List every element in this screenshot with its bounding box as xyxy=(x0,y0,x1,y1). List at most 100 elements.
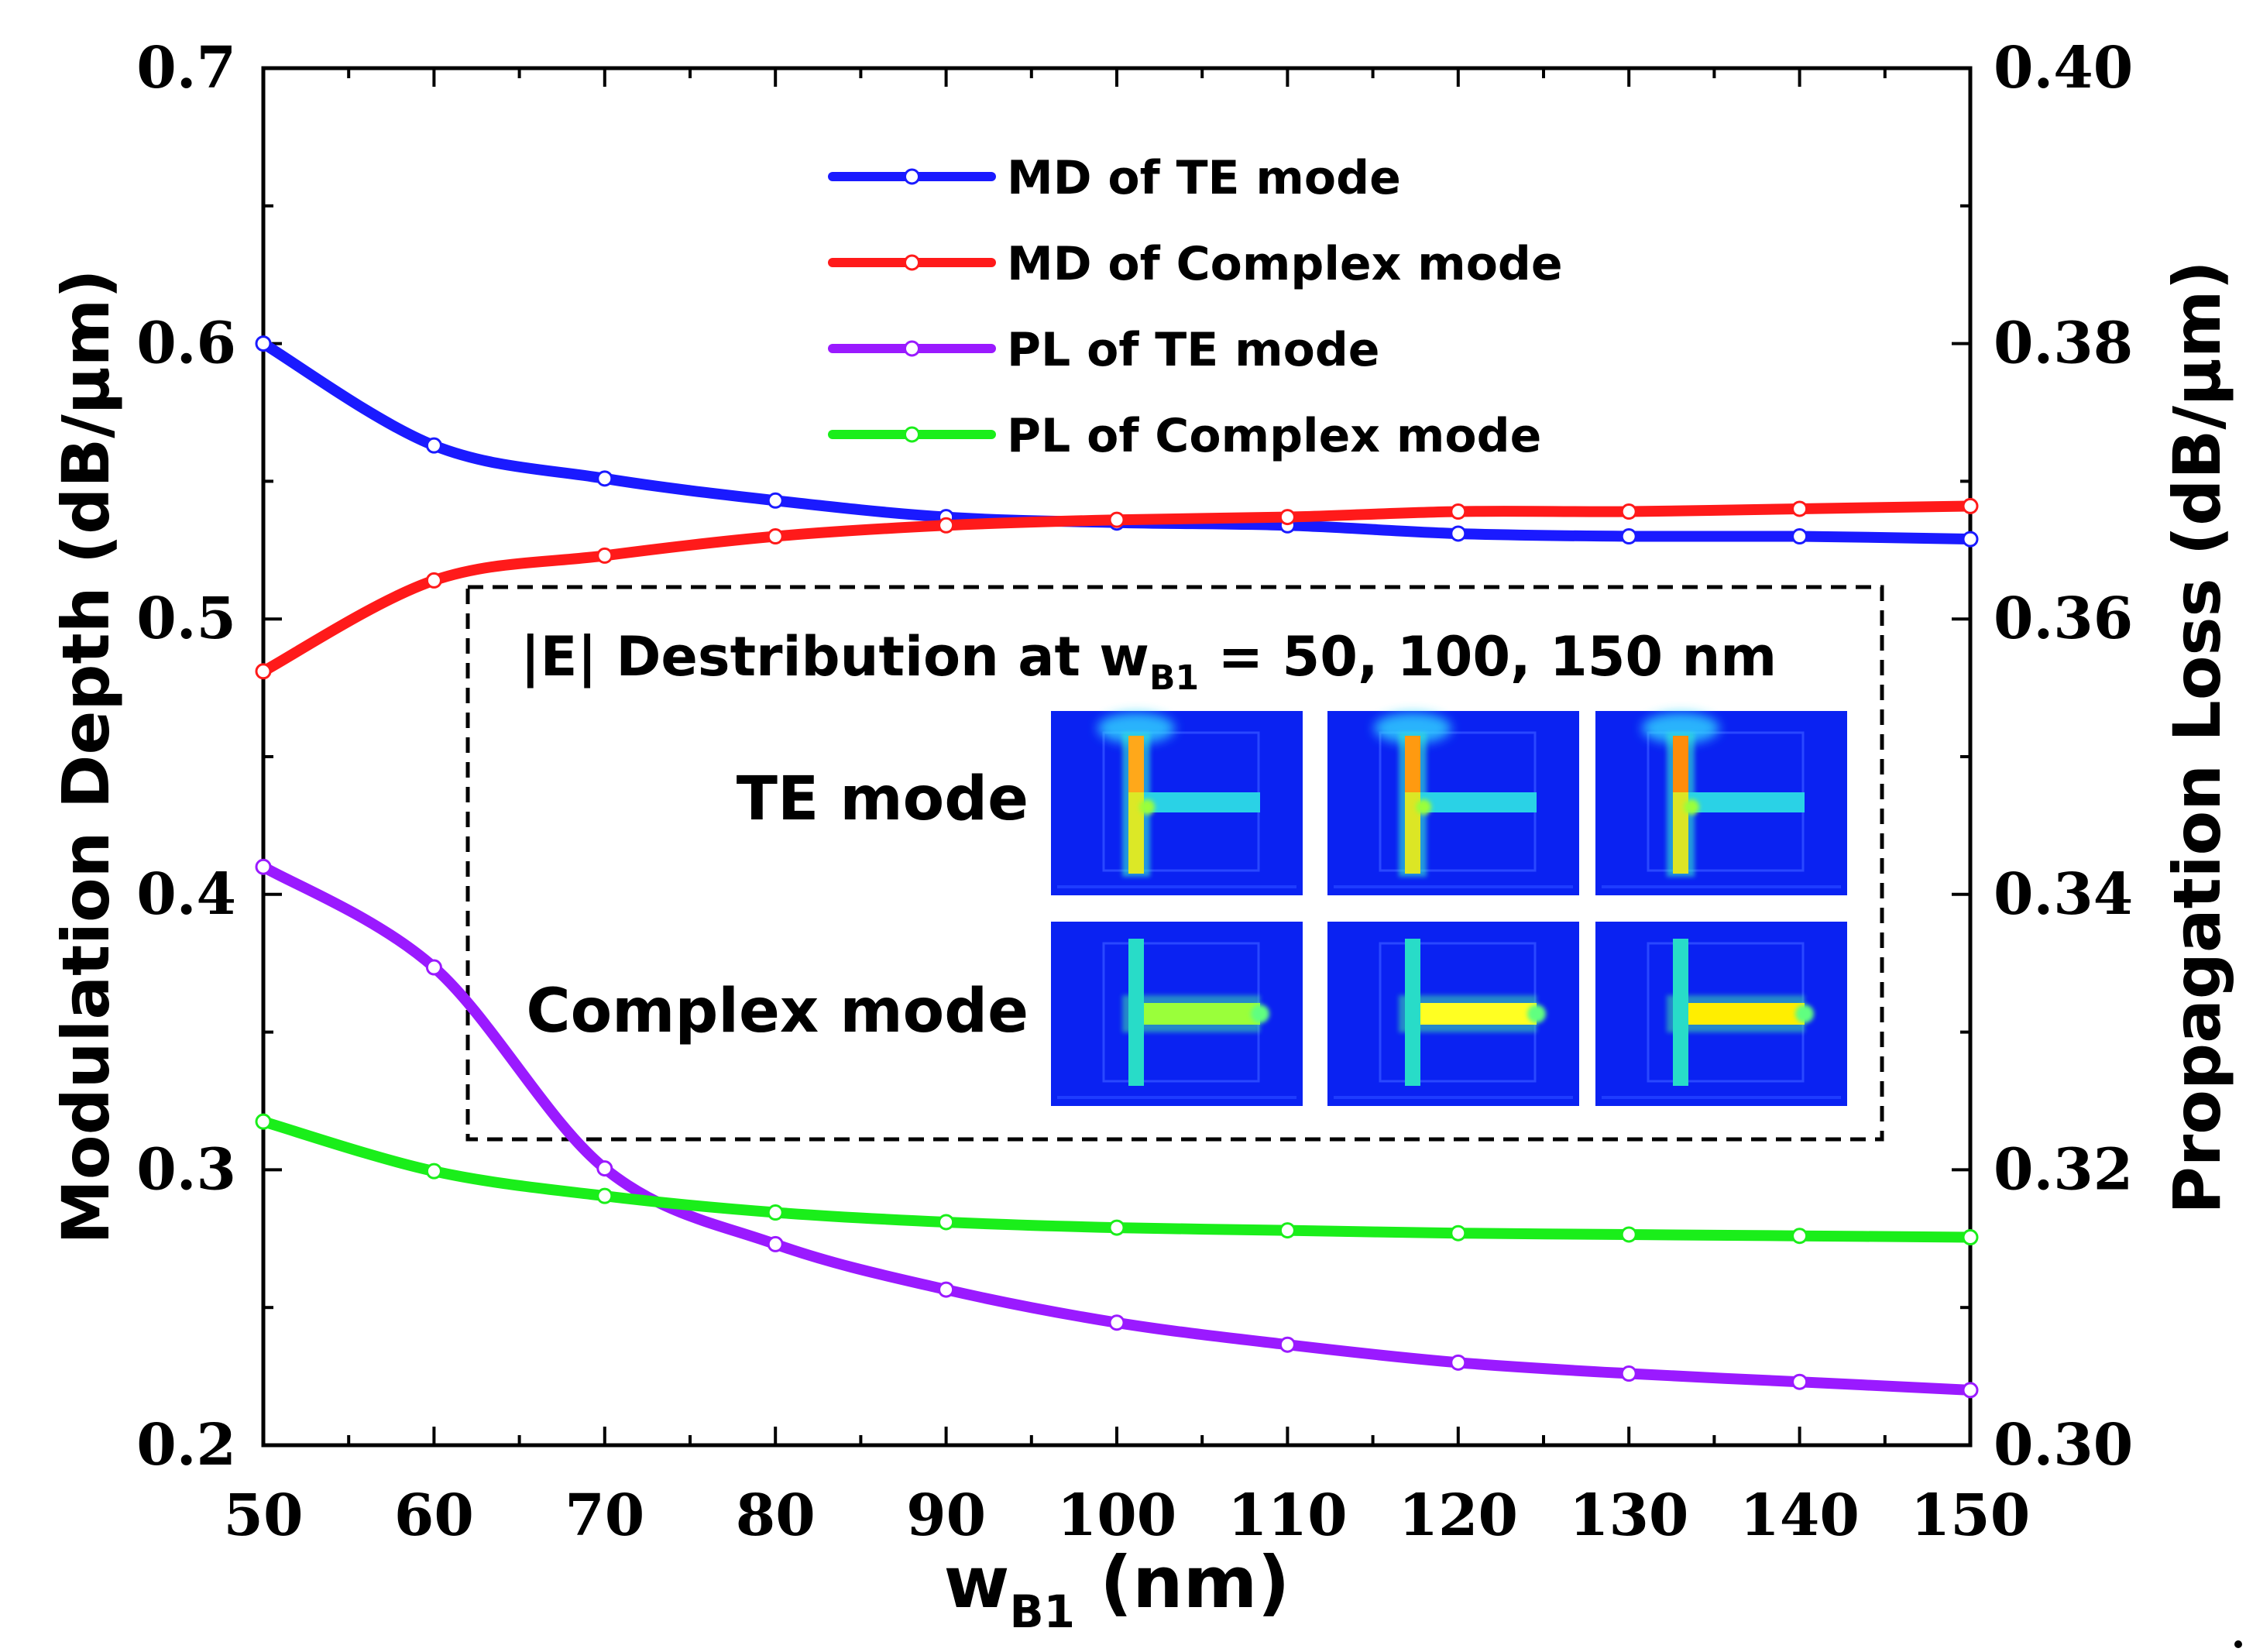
series-line xyxy=(258,861,1976,1396)
junction-hotspot xyxy=(1684,799,1699,815)
legend: MD of TE mode MD of Complex mode PL of TE … xyxy=(828,151,1563,463)
x-tick-label: 130 xyxy=(1569,1482,1688,1549)
data-point xyxy=(1962,1382,1979,1399)
vertical-arm-lower xyxy=(1128,792,1144,874)
data-point xyxy=(596,547,613,564)
data-point xyxy=(1450,525,1467,542)
data-point xyxy=(1108,511,1125,528)
legend-marker xyxy=(904,254,920,271)
x-axis-title-unit: (nm) xyxy=(1075,1541,1290,1624)
data-point xyxy=(255,1113,272,1130)
horizontal-arm xyxy=(1688,1003,1805,1025)
data-point xyxy=(596,470,613,487)
legend-item: MD of TE mode xyxy=(828,151,1401,205)
y-right-tick-label: 0.30 xyxy=(1994,1412,2133,1479)
data-point xyxy=(1962,497,1979,514)
data-point xyxy=(1450,503,1467,520)
vertical-arm xyxy=(1673,939,1688,1086)
x-tick-label: 100 xyxy=(1057,1482,1176,1549)
data-point xyxy=(425,959,442,976)
data-point xyxy=(1620,1226,1637,1243)
x-tick-label: 90 xyxy=(906,1482,986,1549)
data-point xyxy=(1962,531,1979,548)
trailing-dot xyxy=(2234,1640,2242,1648)
data-point xyxy=(425,1163,442,1180)
data-point xyxy=(1791,528,1808,545)
horizontal-arm xyxy=(1420,1003,1537,1025)
y-right-tick-label: 0.34 xyxy=(1994,861,2133,928)
arm-end-hotspot xyxy=(1527,1005,1546,1023)
junction-hotspot xyxy=(1416,799,1431,815)
junction-hotspot xyxy=(1139,799,1155,815)
te-mode-field-panel xyxy=(1327,711,1579,895)
data-point xyxy=(1620,528,1637,545)
complex-mode-field-panel xyxy=(1595,922,1847,1106)
inset-field-distribution: |E| Destribution at wB1 = 50, 100, 150 n… xyxy=(465,585,1884,1142)
data-point xyxy=(1620,1365,1637,1382)
horizontal-arm xyxy=(1420,792,1537,812)
x-tick-label: 110 xyxy=(1228,1482,1347,1549)
data-point xyxy=(938,1281,955,1298)
legend-marker xyxy=(904,168,920,185)
x-tick-label: 50 xyxy=(224,1482,304,1549)
legend-label: PL of TE mode xyxy=(1007,323,1380,377)
te-mode-field-panel xyxy=(1595,711,1847,895)
y-right-tick-label: 0.32 xyxy=(1994,1136,2133,1203)
complex-mode-field-panel xyxy=(1051,922,1303,1106)
y-axis-left-title: Modulation Depth (dB/μm) xyxy=(48,269,124,1244)
inset-row-label-complex: Complex mode xyxy=(526,977,1029,1046)
arm-end-hotspot xyxy=(1251,1005,1269,1023)
series-layer xyxy=(255,335,1979,1399)
data-point xyxy=(1791,500,1808,517)
horizontal-arm xyxy=(1144,1003,1260,1025)
legend-label: MD of TE mode xyxy=(1007,151,1401,205)
inset-panels xyxy=(1051,711,1847,1106)
panel-substrate-line xyxy=(1334,885,1573,888)
field-hotspot xyxy=(1374,713,1451,744)
x-tick-label: 60 xyxy=(394,1482,474,1549)
y-left-tick-label: 0.3 xyxy=(136,1136,236,1203)
series-2 xyxy=(255,858,1979,1399)
field-hotspot xyxy=(1642,713,1719,744)
te-mode-field-panel xyxy=(1051,711,1303,895)
panel-substrate-line xyxy=(1057,885,1296,888)
data-point xyxy=(938,1214,955,1231)
data-point xyxy=(1962,1229,1979,1246)
data-point xyxy=(425,572,442,589)
legend-marker xyxy=(904,340,920,357)
x-tick-label: 150 xyxy=(1911,1482,2030,1549)
inset-border xyxy=(465,585,1884,1142)
legend-marker xyxy=(904,426,920,443)
field-hotspot xyxy=(1097,713,1175,744)
complex-mode-field-panel xyxy=(1327,922,1579,1106)
axis-tick-labels: 50 60 70 80 90 100 110 120 130 140 150 0.2 0.3 0.4 0.5… xyxy=(136,35,2133,1549)
data-point xyxy=(1791,1373,1808,1390)
data-point xyxy=(1108,1219,1125,1236)
legend-item: MD of Complex mode xyxy=(828,237,1563,291)
inset-title: |E| Destribution at wB1 = 50, 100, 150 n… xyxy=(520,625,1777,698)
data-point xyxy=(767,1235,784,1252)
y-axis-right-title: Propagation Loss (dB/μm) xyxy=(2159,260,2235,1214)
y-right-tick-label: 0.40 xyxy=(1994,35,2133,101)
data-point xyxy=(1450,1224,1467,1242)
inset-row-label-te: TE mode xyxy=(737,764,1029,834)
data-point xyxy=(767,492,784,509)
panel-substrate-line xyxy=(1057,1096,1296,1099)
horizontal-arm xyxy=(1688,792,1805,812)
data-point xyxy=(596,1187,613,1204)
data-point xyxy=(1279,1222,1296,1239)
legend-item: PL of TE mode xyxy=(828,323,1380,377)
x-tick-label: 70 xyxy=(565,1482,644,1549)
vertical-arm-lower xyxy=(1673,792,1688,874)
inset-title-suffix: = 50, 100, 150 nm xyxy=(1199,625,1777,689)
data-point xyxy=(767,528,784,545)
y-right-tick-label: 0.38 xyxy=(1994,311,2133,377)
x-tick-label: 140 xyxy=(1739,1482,1859,1549)
y-left-tick-label: 0.2 xyxy=(136,1412,236,1479)
data-point xyxy=(1791,1228,1808,1245)
y-left-tick-label: 0.7 xyxy=(136,35,236,101)
data-point xyxy=(255,663,272,680)
vertical-arm xyxy=(1405,939,1420,1086)
horizontal-arm xyxy=(1144,792,1260,812)
